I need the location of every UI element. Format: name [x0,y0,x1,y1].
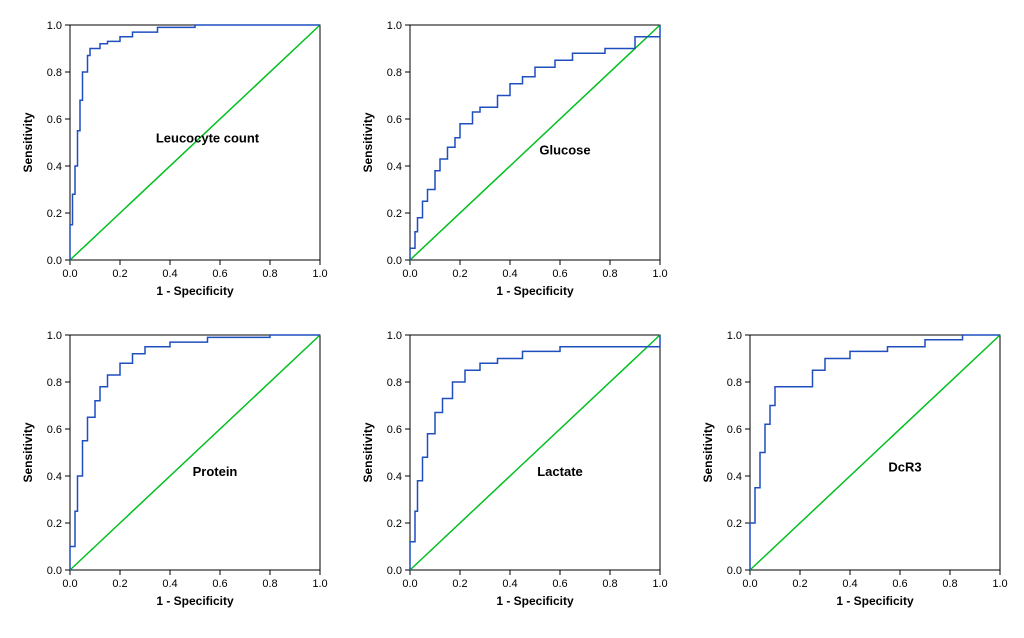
y-axis-label: Sensitivity [21,422,35,482]
y-tick-label: 0.0 [387,565,402,577]
roc-chart: 0.00.0 0.2 0.2 0.4 0.4 0.6 0.6 0.8 0.8 1.0 1.0 Leuc… [10,10,340,310]
x-tick-label: 0.4 [502,578,517,590]
x-tick-label: 0.8 [602,268,617,280]
y-tick-label: 1.0 [387,330,402,342]
x-tick-label: 0.4 [162,578,177,590]
x-tick-label: 1.0 [312,578,327,590]
x-tick-label: 0.6 [552,578,567,590]
y-axis-label: Sensitivity [701,422,715,482]
x-tick-label: 0.2 [452,268,467,280]
x-tick-label: 0.0 [402,578,417,590]
y-tick-label: 1.0 [727,330,742,342]
y-tick-label: 0.4 [47,471,62,483]
x-tick-label: 0.0 [402,268,417,280]
x-axis-label: 1 - Specificity [156,284,234,298]
chart-title: DcR3 [888,459,921,474]
y-tick-label: 0.8 [387,67,402,79]
y-tick-label: 0.8 [47,377,62,389]
y-tick-label: 0.0 [47,565,62,577]
x-tick-label: 0.0 [62,578,77,590]
chart-panel: 0.00.0 0.2 0.2 0.4 0.4 0.6 0.6 0.8 0.8 1.0 1.0 Gluc… [350,10,680,310]
y-tick-label: 0.6 [387,424,402,436]
y-tick-label: 0.4 [47,161,62,173]
y-tick-label: 0.2 [387,518,402,530]
x-axis-label: 1 - Specificity [156,594,234,608]
y-tick-label: 0.2 [47,208,62,220]
roc-chart: 0.00.0 0.2 0.2 0.4 0.4 0.6 0.6 0.8 0.8 1.0 1.0 Prot… [10,320,340,620]
x-tick-label: 0.4 [162,268,177,280]
chart-panel: 0.00.0 0.2 0.2 0.4 0.4 0.6 0.6 0.8 0.8 1.0 1.0 Prot… [10,320,340,620]
x-tick-label: 1.0 [652,268,667,280]
x-tick-label: 0.6 [212,578,227,590]
y-tick-label: 1.0 [47,20,62,32]
y-tick-label: 0.4 [387,471,402,483]
x-axis-label: 1 - Specificity [496,284,574,298]
x-tick-label: 0.2 [112,268,127,280]
y-tick-label: 0.8 [727,377,742,389]
x-axis-label: 1 - Specificity [836,594,914,608]
chart-panel: 0.00.0 0.2 0.2 0.4 0.4 0.6 0.6 0.8 0.8 1.0 1.0 Lact… [350,320,680,620]
chart-panel: 0.00.0 0.2 0.2 0.4 0.4 0.6 0.6 0.8 0.8 1.0 1.0 Leuc… [10,10,340,310]
chart-title: Glucose [539,142,590,157]
roc-chart: 0.00.0 0.2 0.2 0.4 0.4 0.6 0.6 0.8 0.8 1.0 1.0 DcR3… [690,320,1020,620]
y-tick-label: 0.6 [47,114,62,126]
y-axis-label: Sensitivity [21,112,35,172]
y-tick-label: 0.2 [387,208,402,220]
y-tick-label: 0.0 [727,565,742,577]
x-tick-label: 0.6 [552,268,567,280]
x-tick-label: 0.8 [602,578,617,590]
x-tick-label: 0.8 [262,268,277,280]
chart-title: Leucocyte count [156,131,260,146]
x-tick-label: 0.4 [842,578,857,590]
chart-title: Lactate [537,464,583,479]
y-tick-label: 0.6 [387,114,402,126]
y-tick-label: 0.2 [47,518,62,530]
x-tick-label: 1.0 [652,578,667,590]
chart-title: Protein [193,464,238,479]
y-tick-label: 0.4 [727,471,742,483]
roc-chart: 0.00.0 0.2 0.2 0.4 0.4 0.6 0.6 0.8 0.8 1.0 1.0 Lact… [350,320,680,620]
y-tick-label: 1.0 [47,330,62,342]
x-tick-label: 1.0 [992,578,1007,590]
y-tick-label: 0.0 [387,255,402,267]
y-tick-label: 0.0 [47,255,62,267]
y-tick-label: 0.2 [727,518,742,530]
y-tick-label: 0.6 [727,424,742,436]
y-tick-label: 1.0 [387,20,402,32]
x-tick-label: 0.2 [792,578,807,590]
y-tick-label: 0.6 [47,424,62,436]
y-tick-label: 0.8 [47,67,62,79]
x-tick-label: 0.8 [262,578,277,590]
x-tick-label: 0.2 [452,578,467,590]
x-tick-label: 1.0 [312,268,327,280]
roc-chart: 0.00.0 0.2 0.2 0.4 0.4 0.6 0.6 0.8 0.8 1.0 1.0 Gluc… [350,10,680,310]
y-axis-label: Sensitivity [361,112,375,172]
x-tick-label: 0.8 [942,578,957,590]
x-tick-label: 0.6 [892,578,907,590]
chart-panel: 0.00.0 0.2 0.2 0.4 0.4 0.6 0.6 0.8 0.8 1.0 1.0 DcR3… [690,320,1020,620]
x-tick-label: 0.2 [112,578,127,590]
x-tick-label: 0.6 [212,268,227,280]
x-tick-label: 0.0 [742,578,757,590]
y-axis-label: Sensitivity [361,422,375,482]
y-tick-label: 0.4 [387,161,402,173]
x-tick-label: 0.0 [62,268,77,280]
x-axis-label: 1 - Specificity [496,594,574,608]
y-tick-label: 0.8 [387,377,402,389]
x-tick-label: 0.4 [502,268,517,280]
